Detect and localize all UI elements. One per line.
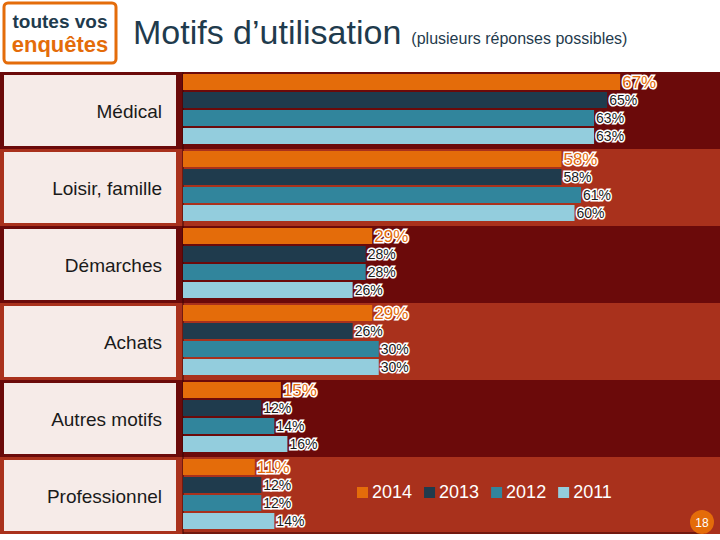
data-label: 26%: [355, 323, 383, 339]
legend-label: 2012: [506, 482, 546, 502]
logo-frame: [4, 3, 116, 63]
legend-label: 2013: [439, 482, 479, 502]
bar: [183, 74, 620, 90]
data-label: 30%: [381, 359, 409, 375]
data-label: 29%: [374, 304, 408, 323]
row-band: [0, 303, 720, 380]
data-label: 11%: [257, 458, 290, 477]
data-label: 63%: [596, 128, 624, 144]
data-label: 14%: [276, 513, 304, 529]
bar: [183, 323, 353, 339]
category-label: Achats: [104, 332, 162, 353]
bar: [183, 282, 353, 298]
bar: [183, 246, 366, 262]
data-label: 58%: [563, 169, 591, 185]
label-cell: [4, 306, 176, 377]
bar: [183, 477, 261, 493]
data-label: 16%: [289, 436, 317, 452]
category-label: Médical: [97, 101, 162, 122]
bars: [183, 74, 620, 529]
logo-text: toutes vos: [12, 11, 107, 32]
legend: 2014 2013 2012 2011: [357, 482, 612, 502]
bar: [183, 400, 261, 416]
row-band: [0, 72, 720, 149]
bar: [183, 341, 379, 357]
bar: [183, 459, 255, 475]
label-cell: [4, 229, 176, 300]
legend-swatch: [491, 487, 502, 498]
data-label: 58%: [563, 150, 597, 169]
value-axis: [183, 533, 705, 534]
bar: [183, 418, 274, 434]
bar: [183, 128, 594, 144]
legend-swatch: [424, 487, 435, 498]
legend-swatch: [357, 487, 368, 498]
data-label: 30%: [381, 341, 409, 357]
data-label: 15%: [283, 381, 317, 400]
data-label: 65%: [609, 92, 637, 108]
bar: [183, 495, 261, 511]
bar: [183, 187, 581, 203]
data-labels: 67% 58% 29% 29% 15% 11% 65% 58% 28% 26% 12% 12% 63% 6…: [257, 73, 656, 529]
data-label: 14%: [276, 418, 304, 434]
data-label: 12%: [263, 477, 291, 493]
page-number: 18: [695, 516, 709, 530]
label-cell: [4, 75, 176, 146]
bar: [183, 169, 561, 185]
row-band: [0, 226, 720, 303]
data-label: 28%: [368, 264, 396, 280]
bar: [183, 264, 366, 280]
data-label: 26%: [355, 282, 383, 298]
bar: [183, 205, 575, 221]
page-badge: [690, 510, 714, 534]
bar: [183, 110, 594, 126]
legend-label: 2011: [573, 482, 612, 502]
bar: [183, 228, 372, 244]
bar: [183, 151, 561, 167]
logo-text: enquêtes: [12, 32, 109, 57]
subtitle: (plusieurs réponses possibles): [411, 30, 627, 47]
data-label: 61%: [583, 187, 611, 203]
data-label: 63%: [596, 110, 624, 126]
bar: [183, 382, 281, 398]
category-label: Professionnel: [47, 486, 162, 507]
data-label: 12%: [263, 495, 291, 511]
label-cell: [4, 383, 176, 454]
bar: [183, 513, 274, 529]
category-label: Démarches: [65, 255, 162, 276]
data-label: 67%: [622, 73, 656, 92]
data-label: 12%: [263, 400, 291, 416]
data-label: 29%: [374, 227, 408, 246]
bar: [183, 359, 379, 375]
chart: toutes vosenquêtes Motifs d’utilisation (p…: [0, 0, 720, 540]
bar: [183, 92, 607, 108]
bar: [183, 436, 287, 452]
label-cell: [4, 460, 176, 531]
title: Motifs d’utilisation: [133, 13, 401, 51]
legend-swatch: [558, 487, 569, 498]
row-band: [0, 149, 720, 226]
data-label: 60%: [577, 205, 605, 221]
bar: [183, 305, 372, 321]
data-label: 28%: [368, 246, 396, 262]
legend-label: 2014: [372, 482, 412, 502]
category-label: Loisir, famille: [52, 178, 162, 199]
row-band: [0, 380, 720, 457]
label-cell: [4, 152, 176, 223]
category-label: Autres motifs: [51, 409, 162, 430]
row-band: [0, 457, 720, 534]
